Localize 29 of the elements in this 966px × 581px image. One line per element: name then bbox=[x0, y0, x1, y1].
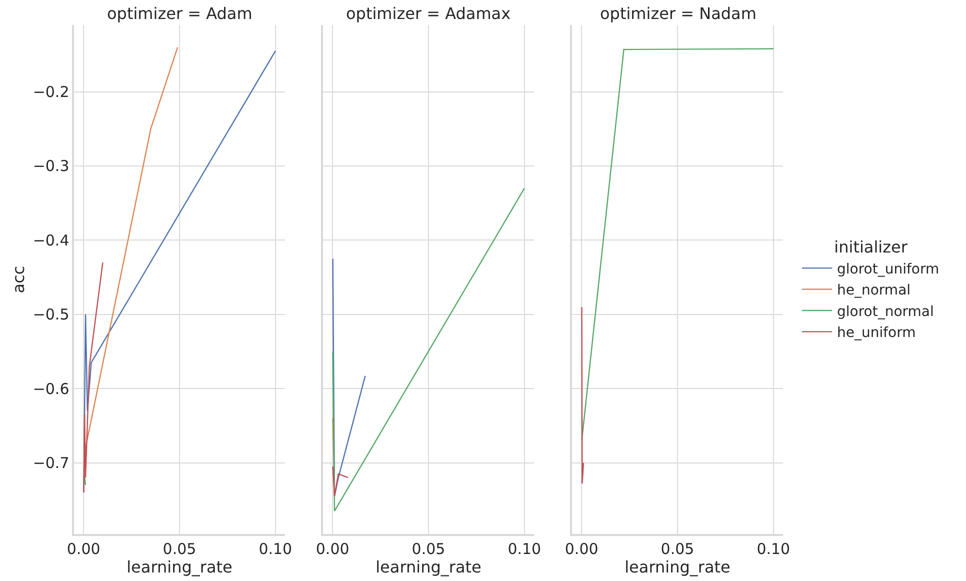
line-series bbox=[83, 262, 104, 494]
legend-title: initializer bbox=[834, 237, 908, 256]
x-tick-label: 0.05 bbox=[162, 540, 196, 558]
x-axis-title: learning_rate bbox=[624, 558, 730, 577]
line-series bbox=[83, 46, 178, 478]
legend-label: he_uniform bbox=[837, 325, 916, 342]
x-tick-label: 0.00 bbox=[66, 540, 100, 558]
x-tick-label: 0.00 bbox=[316, 540, 350, 558]
chart-title: optimizer = Adamax bbox=[346, 4, 511, 23]
x-axis-title: learning_rate bbox=[376, 558, 482, 577]
y-tick-label: −0.6 bbox=[32, 380, 70, 398]
x-axis-title: learning_rate bbox=[126, 558, 232, 577]
x-tick-label: 0.00 bbox=[564, 540, 598, 558]
x-tick-label: 0.10 bbox=[258, 540, 292, 558]
y-tick-label: −0.4 bbox=[32, 231, 70, 250]
y-tick-label: −0.7 bbox=[32, 454, 70, 472]
x-tick-label: 0.05 bbox=[412, 540, 446, 558]
legend-label: glorot_normal bbox=[837, 304, 934, 320]
legend-label: glorot_uniform bbox=[837, 262, 940, 278]
y-axis-title: acc bbox=[9, 266, 28, 294]
y-tick-label: −0.5 bbox=[32, 306, 70, 324]
chart-title: optimizer = Adam bbox=[107, 4, 252, 23]
y-tick-label: −0.3 bbox=[32, 157, 70, 176]
y-tick-label: −0.2 bbox=[32, 83, 70, 102]
chart-title: optimizer = Nadam bbox=[600, 4, 756, 23]
x-tick-label: 0.10 bbox=[508, 540, 542, 558]
x-tick-label: 0.05 bbox=[660, 540, 694, 558]
legend-label: he_normal bbox=[837, 282, 911, 299]
x-tick-label: 0.10 bbox=[756, 540, 790, 558]
